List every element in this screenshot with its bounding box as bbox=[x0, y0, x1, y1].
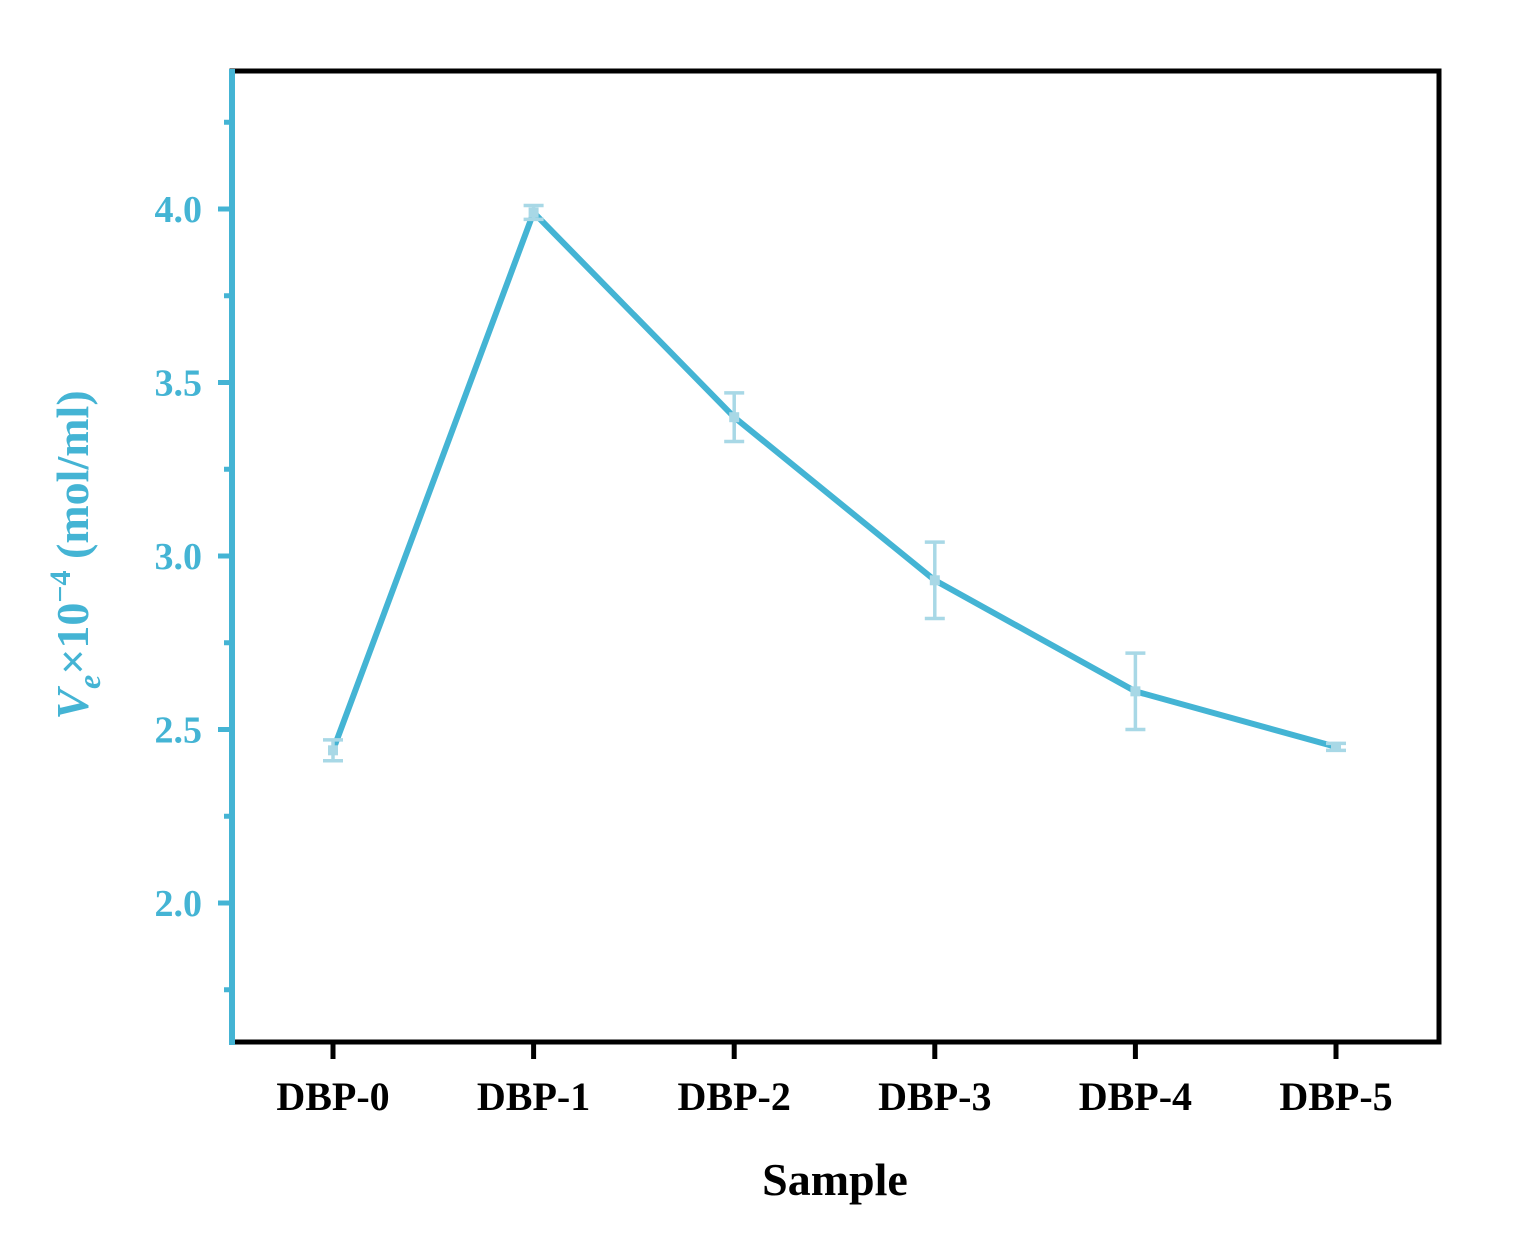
y-axis-ticks: 2.0 2.5 3.0 3.5 4.0 bbox=[155, 119, 232, 993]
plot-frame bbox=[229, 68, 1442, 1045]
x-tick-label: DBP-4 bbox=[1079, 1074, 1192, 1119]
y-axis-title-superscript: −4 bbox=[44, 570, 77, 602]
x-axis-title: Sample bbox=[762, 1154, 908, 1205]
y-tick-label: 2.5 bbox=[155, 710, 203, 752]
x-tick-label: DBP-3 bbox=[878, 1074, 991, 1119]
series-line bbox=[330, 209, 1337, 752]
data-point-marker bbox=[1130, 686, 1141, 697]
data-point-marker bbox=[1331, 741, 1341, 752]
y-axis-title-unit: (mol/ml) bbox=[47, 390, 98, 570]
x-axis-ticks: DBP-0 DBP-1 DBP-2 DBP-3 DBP-4 DBP-5 bbox=[276, 1042, 1393, 1119]
y-axis-title-base: V bbox=[47, 686, 98, 720]
series-group bbox=[323, 203, 1346, 763]
x-tick-label: DBP-1 bbox=[477, 1074, 590, 1119]
y-tick-label: 2.0 bbox=[155, 883, 203, 925]
data-point-marker bbox=[528, 207, 539, 218]
y-axis-title: Ve×10−4 (mol/ml) bbox=[44, 390, 107, 719]
y-tick-label: 3.0 bbox=[155, 536, 203, 578]
data-point-marker bbox=[729, 412, 740, 423]
y-tick-label: 4.0 bbox=[155, 189, 203, 231]
y-tick-label: 3.5 bbox=[155, 363, 203, 405]
data-point-marker bbox=[328, 745, 338, 756]
y-axis-title-subscript: e bbox=[71, 675, 107, 689]
x-tick-label: DBP-2 bbox=[678, 1074, 791, 1119]
data-point-marker bbox=[929, 575, 940, 586]
x-tick-label: DBP-5 bbox=[1279, 1074, 1392, 1119]
y-axis-title-rest: ×10 bbox=[47, 603, 98, 675]
x-tick-label: DBP-0 bbox=[276, 1074, 389, 1119]
